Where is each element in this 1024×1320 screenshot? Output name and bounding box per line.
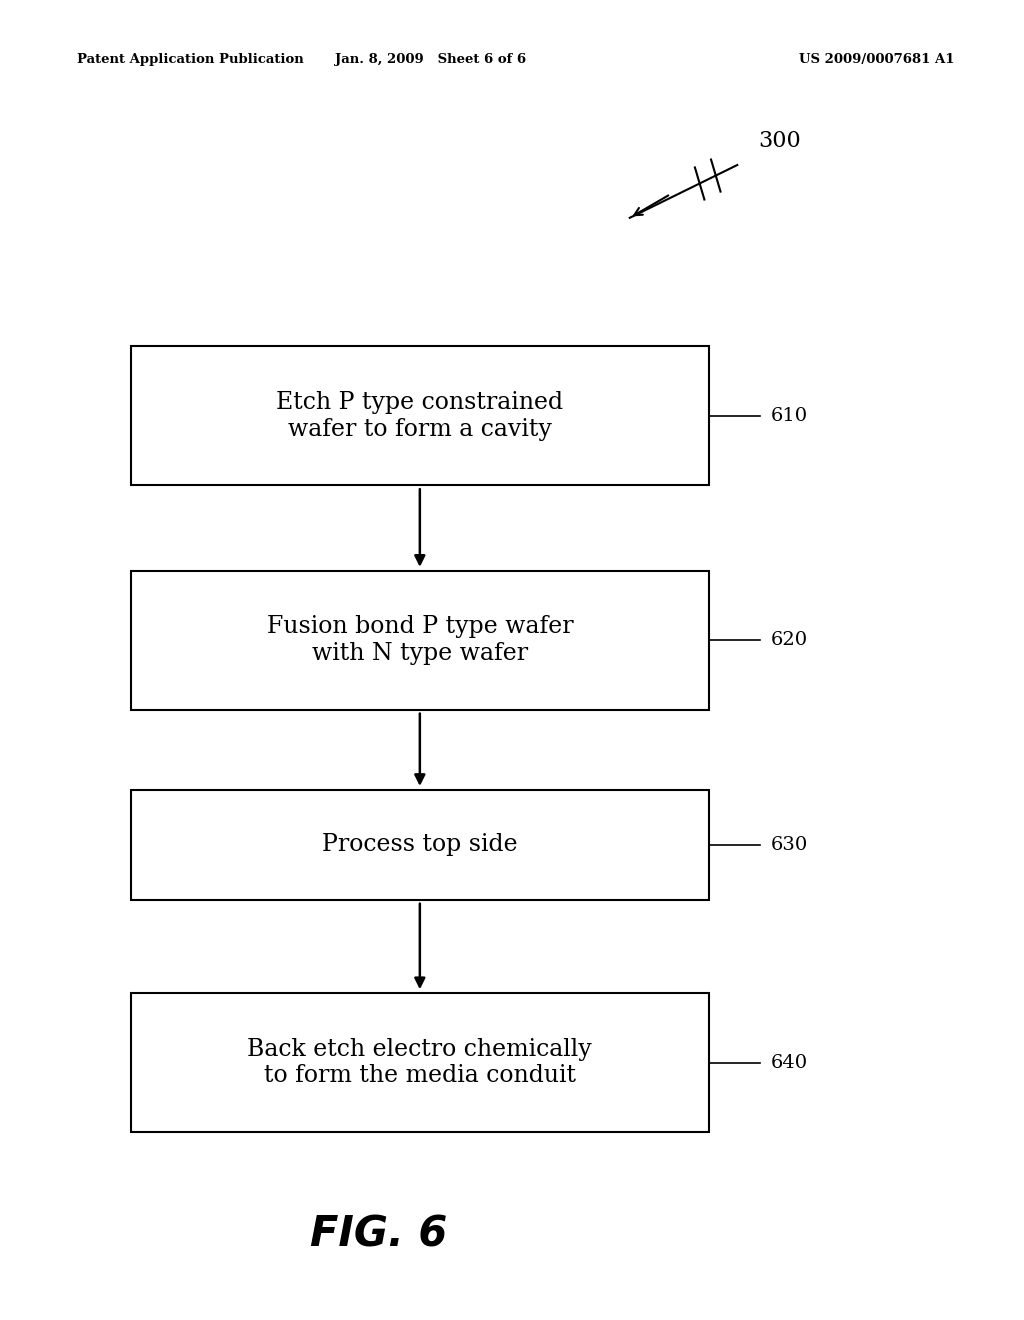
Text: 610: 610 [770,407,808,425]
Text: FIG. 6: FIG. 6 [310,1213,447,1255]
Text: 300: 300 [758,131,801,152]
Text: 620: 620 [770,631,808,649]
Text: Etch P type constrained
wafer to form a cavity: Etch P type constrained wafer to form a … [276,391,563,441]
Text: 640: 640 [770,1053,808,1072]
Bar [131,346,709,484]
Text: Patent Application Publication: Patent Application Publication [77,53,303,66]
Text: US 2009/0007681 A1: US 2009/0007681 A1 [799,53,954,66]
Text: Process top side: Process top side [322,833,518,857]
Bar [131,572,709,710]
Bar [131,789,709,900]
Text: Fusion bond P type wafer
with N type wafer: Fusion bond P type wafer with N type waf… [266,615,573,665]
Bar [131,993,709,1131]
Text: 630: 630 [770,836,808,854]
Text: Back etch electro chemically
to form the media conduit: Back etch electro chemically to form the… [248,1038,592,1088]
Text: Jan. 8, 2009   Sheet 6 of 6: Jan. 8, 2009 Sheet 6 of 6 [335,53,525,66]
